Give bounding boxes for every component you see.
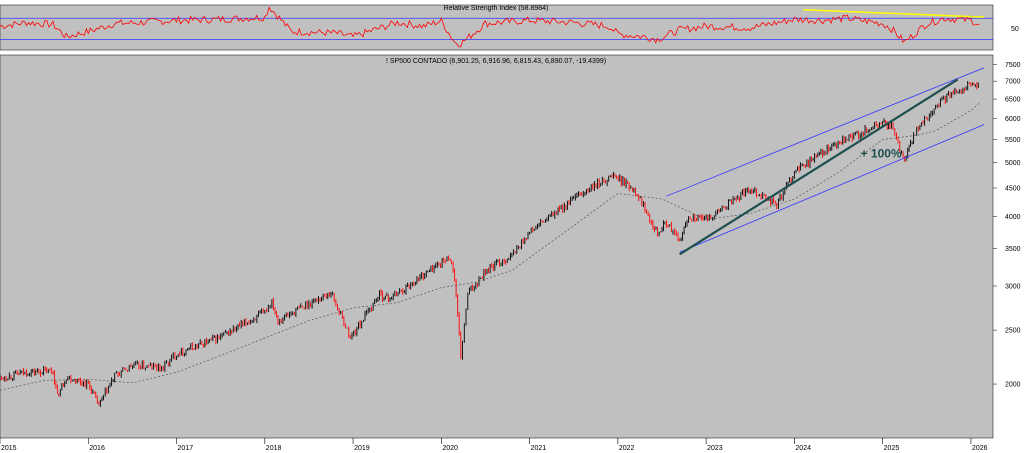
price-y-tick-label: 7500	[1005, 62, 1021, 69]
year-tick-label: 2021	[531, 445, 547, 452]
price-y-tick-label: 4000	[1005, 214, 1021, 221]
rsi-trendline	[803, 9, 985, 18]
year-tick-label: 2017	[178, 445, 194, 452]
year-tick-label: 2015	[1, 445, 17, 452]
rsi-line	[0, 6, 980, 48]
price-y-tick-label: 5000	[1005, 160, 1021, 167]
rsi-y-tick-label: 50	[1011, 26, 1019, 33]
price-panel: ! SP500 CONTADO (6,901.25, 6,916.96, 6,8…	[0, 54, 1021, 452]
year-tick-label: 2026	[972, 445, 988, 452]
year-tick-label: 2020	[442, 445, 458, 452]
gain-annotation: + 100%	[861, 147, 902, 161]
price-y-tick-label: 7000	[1005, 79, 1021, 86]
price-plot-area	[0, 54, 994, 439]
year-tick-label: 2016	[89, 445, 105, 452]
price-y-tick-label: 5500	[1005, 137, 1021, 144]
price-y-tick-label: 4500	[1005, 185, 1021, 192]
year-tick-label: 2025	[884, 445, 900, 452]
price-y-tick-label: 2000	[1005, 382, 1021, 389]
price-y-tick-label: 6000	[1005, 116, 1021, 123]
channel-lower-line	[679, 124, 985, 253]
price-y-tick-label: 3000	[1005, 284, 1021, 291]
price-y-tick-label: 6500	[1005, 97, 1021, 104]
rsi-plot-area	[0, 4, 994, 51]
price-y-tick-label: 3500	[1005, 246, 1021, 253]
moving-average-line	[0, 102, 981, 391]
year-tick-label: 2022	[619, 445, 635, 452]
year-tick-label: 2023	[707, 445, 723, 452]
year-tick-label: 2018	[266, 445, 282, 452]
rsi-title: Relative Strength Index (58.8984)	[444, 5, 549, 12]
price-title: ! SP500 CONTADO (6,901.25, 6,916.96, 6,8…	[386, 58, 606, 65]
year-tick-label: 2019	[354, 445, 370, 452]
support-trendline	[679, 78, 959, 256]
channel-upper-line	[666, 67, 985, 197]
year-tick-label: 2024	[795, 445, 811, 452]
price-y-tick-label: 2500	[1005, 328, 1021, 335]
rsi-panel: Relative Strength Index (58.8984) 50	[0, 4, 1019, 51]
